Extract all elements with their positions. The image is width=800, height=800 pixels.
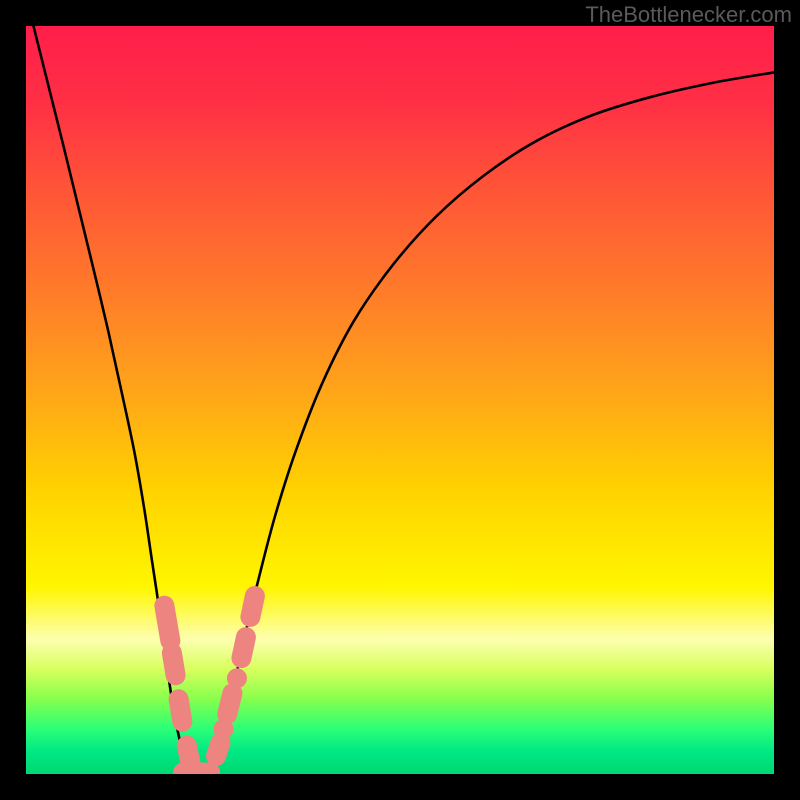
marker-segment — [179, 699, 183, 721]
chart-plot-area — [26, 26, 774, 774]
marker-segment — [187, 746, 191, 764]
chart-curve-layer — [26, 26, 774, 774]
marker-segment — [227, 693, 232, 714]
marker-segment — [164, 606, 170, 641]
marker-segment — [250, 596, 254, 617]
watermark-label: TheBottlenecker.com — [585, 2, 792, 28]
marker-segment — [216, 743, 220, 756]
data-markers — [164, 596, 255, 773]
bottleneck-curve — [33, 26, 774, 774]
marker-segment — [172, 653, 176, 675]
stage: TheBottlenecker.com — [0, 0, 800, 800]
marker-segment — [241, 637, 245, 658]
